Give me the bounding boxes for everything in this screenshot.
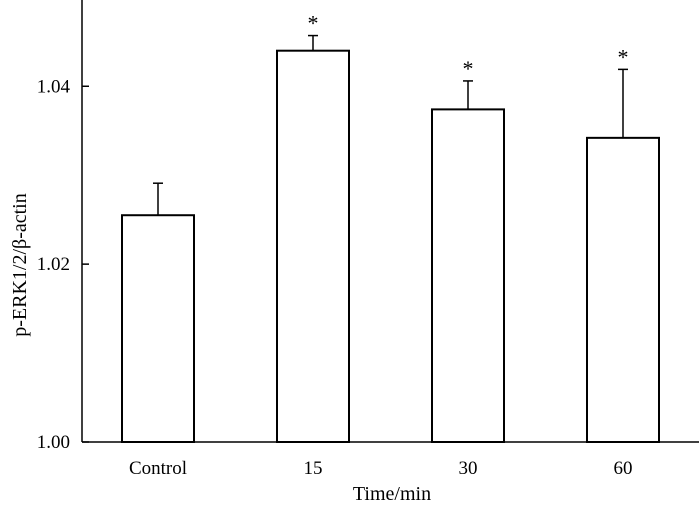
- x-tick-label: 15: [304, 458, 323, 479]
- y-tick-label: 1.04: [37, 76, 71, 97]
- x-tick-label: Control: [129, 458, 187, 479]
- x-tick-label: 30: [459, 458, 478, 479]
- y-tick-label: 1.00: [37, 432, 70, 453]
- y-axis-title: p-ERK1/2/β-actin: [9, 193, 31, 336]
- x-tick-label: 60: [614, 458, 633, 479]
- bar: [431, 108, 505, 443]
- significance-marker: *: [618, 44, 629, 69]
- bar: [276, 49, 350, 444]
- bar: [121, 214, 195, 443]
- significance-marker: *: [463, 56, 474, 81]
- significance-marker: *: [308, 11, 319, 36]
- x-axis-title: Time/min: [353, 483, 431, 504]
- bar: [586, 136, 660, 443]
- labels: Time/min p-ERK1/2/β-actin 1.00 1.02 1.04 Co…: [9, 11, 633, 505]
- y-tick-label: 1.02: [37, 254, 70, 275]
- bars: [121, 34, 660, 444]
